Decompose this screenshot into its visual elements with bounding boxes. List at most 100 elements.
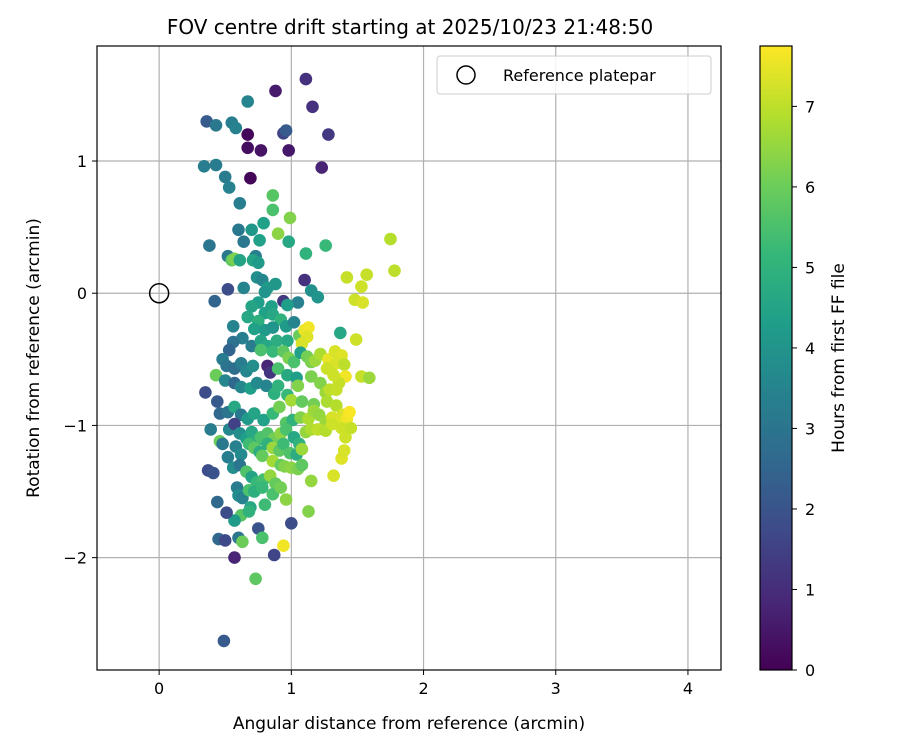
data-point [255,531,269,545]
data-point [266,345,280,358]
data-point [279,124,293,137]
chart-title: FOV centre drift starting at 2025/10/23 … [167,15,653,39]
data-point [299,247,313,260]
data-point [356,296,370,309]
data-point [285,394,298,407]
colorbar-tick-label: 4 [805,339,815,358]
data-point [349,333,363,346]
data-point [334,326,347,340]
data-point [281,298,294,312]
data-point [218,534,232,547]
colorbar-tick-label: 2 [805,500,815,519]
data-point [339,431,352,444]
data-point [343,405,356,419]
reference-platepar-marker [148,282,170,304]
data-point [242,505,256,518]
colorbar-tick-label: 5 [805,258,815,277]
data-point [295,442,309,456]
data-point [298,273,311,287]
data-point [304,370,318,383]
x-tick-label: 1 [286,679,296,698]
reference-layer [148,282,170,304]
data-point [228,514,241,527]
legend-box [436,55,712,95]
data-point [244,171,257,185]
data-point [257,413,270,427]
data-point [319,239,333,252]
data-point [245,223,258,237]
grid-lines [97,46,721,670]
data-point [273,400,286,414]
x-axis-ticks: 0 1 2 3 4 [154,670,693,698]
data-point [211,395,224,408]
data-point [311,290,325,304]
data-point [255,481,269,494]
x-axis-label: Angular distance from reference (arcmin) [233,714,585,734]
data-point [282,144,296,157]
data-point [228,551,241,564]
data-point [360,268,374,282]
data-point [271,227,285,240]
colorbar-tick-label: 0 [805,661,815,680]
data-point [281,334,294,348]
data-point [277,539,290,552]
plot-area: 0 1 2 3 4 −2 −1 0 1 [63,45,722,698]
data-point [388,264,401,278]
x-tick-label: 2 [418,679,428,698]
data-point [241,310,254,324]
data-point [266,203,280,217]
data-point [291,379,305,393]
data-points [197,72,401,648]
data-point [337,358,351,371]
data-point [218,170,232,184]
data-point [271,379,285,393]
data-point [277,437,290,451]
data-point [285,517,298,530]
colorbar-label: Hours from first FF file [829,263,849,453]
legend-entry-reference: Reference platepar [503,66,656,85]
data-point [295,458,309,472]
data-point [340,271,354,284]
data-point [234,380,248,394]
data-point [282,235,296,248]
x-tick-label: 3 [551,679,561,698]
data-point [267,548,281,562]
data-point [251,256,265,270]
colorbar-tick-label: 3 [805,419,815,438]
data-point [228,417,241,431]
data-point [287,316,301,329]
data-point [199,386,212,399]
colorbar-tick-label: 1 [805,580,815,599]
data-point [302,505,315,518]
data-point [355,280,368,293]
data-point [295,337,309,350]
data-point [295,395,309,408]
data-point [299,72,313,86]
data-point [253,234,266,247]
data-point [226,320,240,333]
data-point [269,277,282,291]
data-point [266,189,280,202]
data-point [209,119,223,132]
plot-frame [96,45,722,671]
data-point [363,371,376,385]
data-point [314,376,327,390]
data-point [220,506,233,519]
data-point [279,493,293,506]
data-point [249,572,262,586]
x-tick-label: 4 [683,679,693,698]
data-point [237,235,250,248]
colorbar-tick-label: 7 [805,97,815,116]
colorbar-tick-label: 6 [805,178,815,197]
colorbar-gradient [760,46,792,670]
data-point [222,181,236,194]
data-point [330,399,343,412]
data-point [236,535,249,549]
data-point [234,448,248,461]
data-point [337,444,351,457]
y-axis-label: Rotation from reference (arcmin) [24,218,44,498]
x-tick-label: 0 [154,679,164,698]
data-point [248,322,261,336]
